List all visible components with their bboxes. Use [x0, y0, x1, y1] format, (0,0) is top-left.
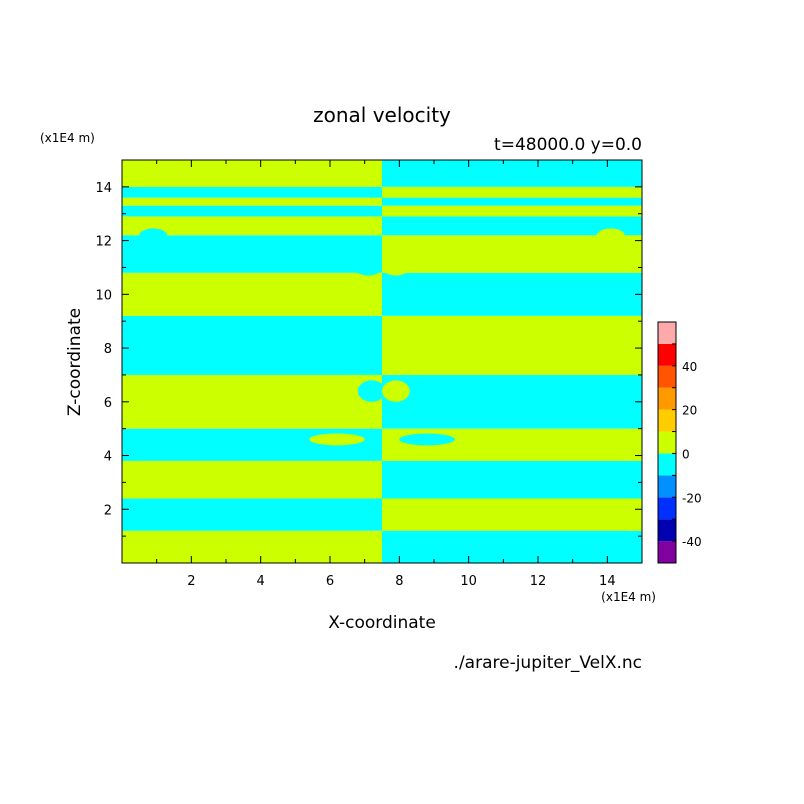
field-contour-8 — [156, 471, 199, 488]
y-tick-label: 4 — [104, 450, 112, 465]
y-unit-label: (x1E4 m) — [40, 131, 95, 145]
y-tick-label: 6 — [104, 396, 112, 411]
field-contour-1 — [274, 407, 310, 418]
field-band-right-6 — [382, 272, 642, 316]
x-tick-label: 8 — [395, 574, 403, 589]
y-axis-label: Z-coordinate — [65, 308, 85, 416]
colorbar-level-8 — [658, 365, 676, 388]
source-file-label: ./arare-jupiter_VelX.nc — [454, 653, 642, 673]
field-band-left-6 — [122, 272, 382, 316]
field-band-left-10 — [122, 197, 382, 206]
field-contour-5 — [596, 228, 625, 242]
field-band-right-11 — [382, 186, 642, 198]
field-contour-3 — [451, 328, 486, 336]
y-tick-label: 14 — [95, 181, 112, 196]
chart-subtitle: t=48000.0 y=0.0 — [494, 135, 642, 155]
x-tick-label: 2 — [187, 574, 195, 589]
field-band-left-7 — [122, 235, 382, 273]
field-band-right-7 — [382, 235, 642, 273]
field-contour-13 — [382, 380, 410, 402]
y-tick-label: 2 — [104, 503, 112, 518]
field-band-right-4 — [382, 374, 642, 429]
field-band-right-1 — [382, 498, 642, 531]
colorbar-level-10 — [658, 322, 676, 344]
field-band-left-5 — [122, 315, 382, 375]
x-tick-label: 6 — [326, 574, 334, 589]
x-tick-label: 14 — [599, 574, 616, 589]
field-band-right-9 — [382, 205, 642, 217]
colorbar-level-1 — [658, 519, 676, 542]
colorbar-tick-label: 0 — [682, 447, 690, 461]
colorbar-level-0 — [658, 541, 676, 563]
x-tick-label: 12 — [530, 574, 547, 589]
field-band-right-0 — [382, 530, 642, 563]
y-tick-label: 12 — [95, 235, 112, 250]
colorbar-level-7 — [658, 387, 676, 410]
colorbar-level-5 — [658, 431, 676, 454]
y-tick-label: 8 — [104, 342, 112, 357]
field-band-left-0 — [122, 530, 382, 563]
field-band-left-9 — [122, 205, 382, 217]
field-contour-2 — [440, 408, 469, 417]
field-contour-4 — [139, 228, 168, 242]
field-contour-0 — [264, 328, 299, 336]
colorbar — [657, 321, 677, 564]
field-contour-12 — [357, 380, 386, 402]
y-axis: 2 4 6 8 10 12 14 — [95, 181, 642, 537]
colorbar-tick-label: 20 — [682, 404, 697, 418]
field-band-left-4 — [122, 374, 382, 429]
plot-frame — [121, 159, 643, 564]
field-band-right-10 — [382, 197, 642, 206]
plot-field — [122, 160, 642, 563]
colorbar-level-4 — [658, 453, 676, 476]
colorbar-level-9 — [658, 343, 676, 366]
field-contour-7 — [354, 259, 382, 276]
field-contour-10 — [309, 433, 365, 446]
colorbar-frame — [657, 321, 677, 564]
field-contour-6 — [382, 259, 410, 276]
field-band-left-11 — [122, 186, 382, 198]
field-contour-9 — [565, 471, 608, 488]
x-tick-label: 4 — [257, 574, 265, 589]
colorbar-level-6 — [658, 409, 676, 432]
field-band-right-5 — [382, 315, 642, 375]
field-band-left-12 — [122, 160, 382, 187]
colorbar-tick-label: 40 — [682, 360, 697, 374]
field-contour-11 — [399, 433, 455, 446]
x-tick-label: 10 — [460, 574, 477, 589]
field-band-left-8 — [122, 216, 382, 236]
x-axis: 2 4 6 8 10 12 14 — [156, 160, 616, 589]
x-axis-label: X-coordinate — [328, 613, 436, 633]
y-tick-label: 10 — [95, 288, 112, 303]
x-unit-label: (x1E4 m) — [601, 590, 656, 604]
colorbar-ticks: 40 20 0 -20 -40 — [672, 343, 702, 549]
colorbar-tick-label: -40 — [682, 535, 702, 549]
field-band-right-8 — [382, 216, 642, 236]
field-contours — [139, 228, 625, 488]
field-band-right-12 — [382, 160, 642, 187]
colorbar-level-2 — [658, 497, 676, 520]
field-band-left-1 — [122, 498, 382, 531]
chart-title: zonal velocity — [313, 103, 451, 127]
colorbar-tick-label: -20 — [682, 491, 702, 505]
colorbar-level-3 — [658, 475, 676, 498]
